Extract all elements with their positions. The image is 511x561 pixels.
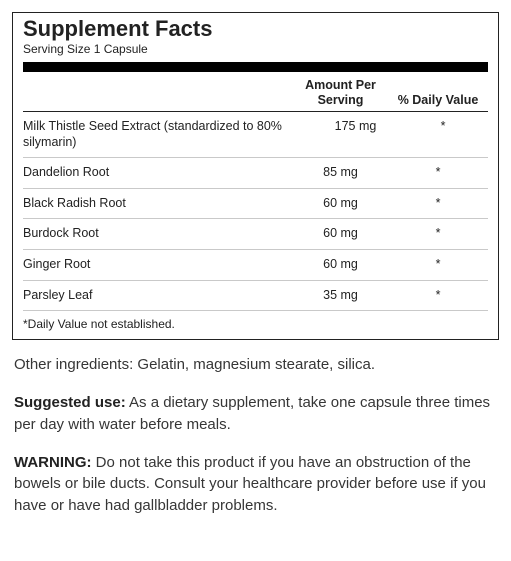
supplement-facts-panel: Supplement Facts Serving Size 1 Capsule … <box>12 12 499 340</box>
ingredient-amount: 60 mg <box>293 196 388 210</box>
ingredient-amount: 35 mg <box>293 288 388 302</box>
ingredient-name: Milk Thistle Seed Extract (standardized … <box>23 119 313 150</box>
ingredient-dv: * <box>388 257 488 271</box>
ingredient-amount: 60 mg <box>293 226 388 240</box>
table-row: Parsley Leaf35 mg* <box>23 281 488 312</box>
ingredient-amount: 60 mg <box>293 257 388 271</box>
ingredient-amount: 175 mg <box>313 119 398 133</box>
suggested-use: Suggested use: As a dietary supplement, … <box>12 392 499 436</box>
table-row: Milk Thistle Seed Extract (standardized … <box>23 112 488 158</box>
table-row: Ginger Root60 mg* <box>23 250 488 281</box>
table-header: Amount Per Serving % Daily Value <box>23 72 488 112</box>
table-body: Milk Thistle Seed Extract (standardized … <box>23 112 488 311</box>
panel-title: Supplement Facts <box>23 17 488 41</box>
ingredient-dv: * <box>388 288 488 302</box>
table-row: Burdock Root60 mg* <box>23 219 488 250</box>
other-ingredients: Other ingredients: Gelatin, magnesium st… <box>12 354 499 376</box>
ingredient-dv: * <box>398 119 488 133</box>
warning: WARNING: Do not take this product if you… <box>12 452 499 517</box>
ingredient-name: Ginger Root <box>23 257 293 273</box>
thick-rule <box>23 62 488 72</box>
ingredient-name: Black Radish Root <box>23 196 293 212</box>
ingredient-name: Parsley Leaf <box>23 288 293 304</box>
ingredient-name: Burdock Root <box>23 226 293 242</box>
table-row: Dandelion Root85 mg* <box>23 158 488 189</box>
warning-label: WARNING: <box>14 454 92 471</box>
ingredient-dv: * <box>388 165 488 179</box>
ingredient-dv: * <box>388 196 488 210</box>
ingredient-amount: 85 mg <box>293 165 388 179</box>
serving-size: Serving Size 1 Capsule <box>23 42 488 56</box>
dv-footnote: *Daily Value not established. <box>23 311 488 333</box>
header-dv: % Daily Value <box>388 93 488 107</box>
header-amount: Amount Per Serving <box>293 78 388 107</box>
table-row: Black Radish Root60 mg* <box>23 189 488 220</box>
ingredient-name: Dandelion Root <box>23 165 293 181</box>
suggested-use-label: Suggested use: <box>14 394 126 411</box>
ingredient-dv: * <box>388 226 488 240</box>
